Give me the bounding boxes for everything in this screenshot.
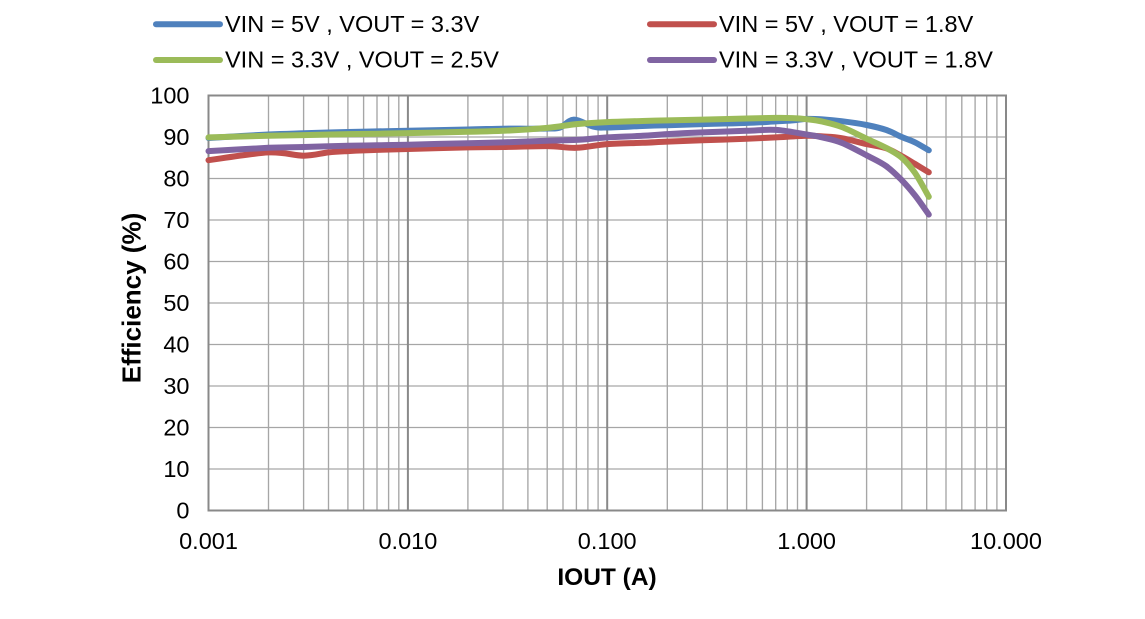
svg-text:100: 100 <box>150 83 189 109</box>
svg-text:0.010: 0.010 <box>378 528 437 554</box>
svg-text:70: 70 <box>163 207 189 233</box>
svg-text:VIN = 5V , VOUT = 3.3V: VIN = 5V , VOUT = 3.3V <box>225 11 480 37</box>
svg-text:IOUT (A): IOUT (A) <box>557 564 656 591</box>
svg-text:0.001: 0.001 <box>179 528 238 554</box>
svg-text:10: 10 <box>163 456 189 482</box>
svg-text:VIN = 3.3V , VOUT = 1.8V: VIN = 3.3V , VOUT = 1.8V <box>719 47 993 73</box>
svg-text:40: 40 <box>163 332 189 358</box>
svg-text:VIN = 3.3V , VOUT = 2.5V: VIN = 3.3V , VOUT = 2.5V <box>225 47 499 73</box>
svg-text:30: 30 <box>163 373 189 399</box>
svg-text:0.100: 0.100 <box>578 528 637 554</box>
svg-text:1.000: 1.000 <box>777 528 836 554</box>
svg-text:20: 20 <box>163 415 189 441</box>
svg-text:90: 90 <box>163 124 189 150</box>
svg-text:80: 80 <box>163 166 189 192</box>
svg-text:10.000: 10.000 <box>970 528 1042 554</box>
svg-text:60: 60 <box>163 249 189 275</box>
svg-text:0: 0 <box>176 498 189 524</box>
svg-text:50: 50 <box>163 290 189 316</box>
svg-text:Efficiency (%): Efficiency (%) <box>117 213 147 384</box>
svg-text:VIN = 5V , VOUT = 1.8V: VIN = 5V , VOUT = 1.8V <box>719 11 974 37</box>
